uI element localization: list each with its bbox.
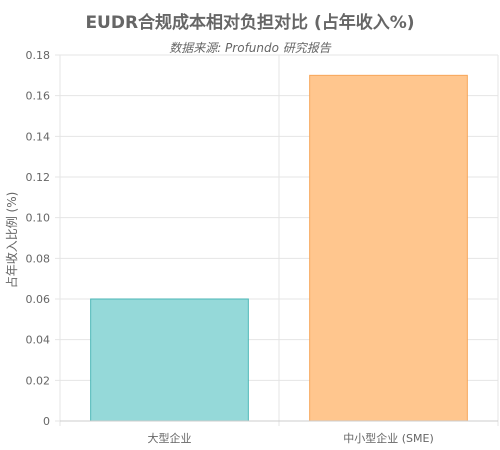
y-axis-title: 占年收入比例 (%) xyxy=(4,192,19,289)
y-tick-label: 0 xyxy=(43,415,50,428)
y-tick-label: 0.12 xyxy=(26,171,51,184)
y-tick-label: 0.04 xyxy=(26,334,51,347)
y-tick-label: 0.06 xyxy=(26,293,51,306)
chart-subtitle: 数据来源: Profundo 研究报告 xyxy=(169,41,331,55)
y-tick-label: 0.10 xyxy=(26,212,51,225)
bar[interactable] xyxy=(309,74,468,422)
x-tick-label: 中小型企业 (SME) xyxy=(343,431,434,445)
y-tick-label: 0.18 xyxy=(26,49,51,62)
chart-title: EUDR合规成本相对负担对比 (占年收入%) xyxy=(85,13,415,33)
y-tick-label: 0.08 xyxy=(26,252,51,265)
x-tick-label: 大型企业 xyxy=(148,431,192,445)
bar[interactable] xyxy=(90,298,249,422)
y-tick-label: 0.16 xyxy=(26,90,51,103)
y-tick-label: 0.14 xyxy=(26,130,51,143)
y-tick-label: 0.02 xyxy=(26,374,51,387)
